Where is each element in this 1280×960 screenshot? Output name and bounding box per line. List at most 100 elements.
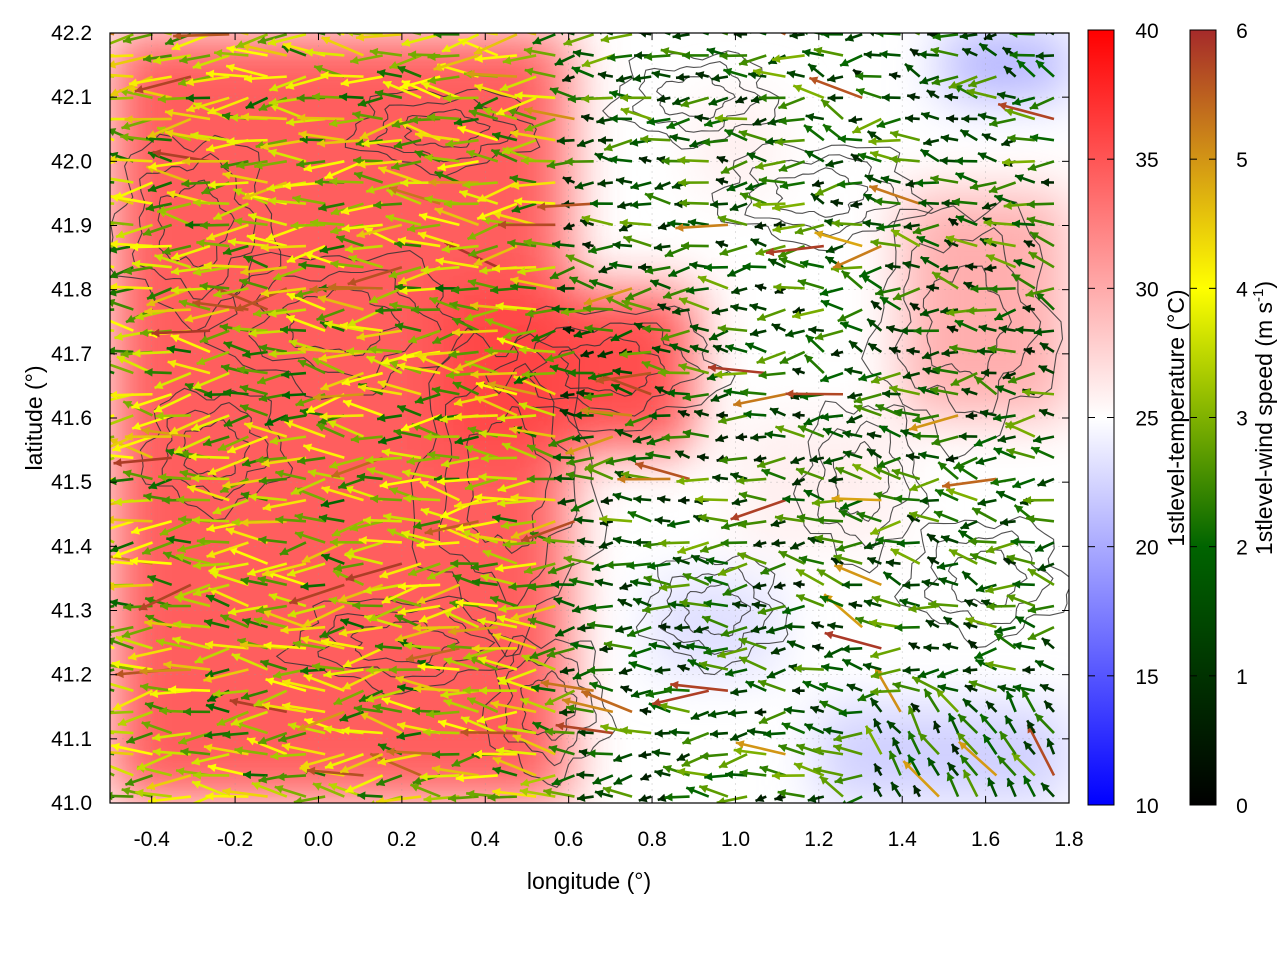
wind-arrow <box>638 794 652 803</box>
wind-arrow <box>668 343 691 354</box>
wind-arrow <box>739 192 767 205</box>
wind-arrow <box>840 269 864 290</box>
wind-arrow <box>110 581 115 587</box>
wind-arrow <box>357 96 384 108</box>
wind-arrow <box>422 727 460 737</box>
wind-arrow <box>242 770 268 780</box>
wind-arrow <box>696 453 709 462</box>
wind-arrow <box>870 687 901 697</box>
wind-arrow <box>819 371 844 383</box>
terrain-contour-line <box>350 620 460 665</box>
wind-arrow <box>470 562 498 571</box>
wind-arrow <box>875 536 901 545</box>
wind-arrow <box>110 221 134 227</box>
wind-arrow <box>320 553 345 565</box>
wind-arrow <box>302 443 345 460</box>
wind-arrow <box>523 562 556 575</box>
wind-arrow <box>299 407 326 417</box>
wind-arrow <box>872 782 883 798</box>
wind-arrow <box>110 298 134 311</box>
wind-arrow <box>906 346 920 356</box>
wind-arrow <box>712 473 729 483</box>
wind-arrow <box>502 329 537 340</box>
wind-arrow <box>155 638 192 650</box>
wind-arrow <box>752 67 786 78</box>
wind-arrow <box>594 578 614 587</box>
wind-arrow <box>846 683 863 692</box>
wind-arrow <box>110 319 134 332</box>
wind-arrow <box>667 266 691 278</box>
wind-arrow <box>113 181 154 200</box>
wind-arrow <box>649 279 671 290</box>
wind-arrow <box>261 456 307 468</box>
wind-arrow <box>672 556 690 565</box>
wind-arrow <box>638 750 652 760</box>
wind-arrow <box>716 647 748 659</box>
wind-arrow <box>738 54 767 67</box>
wind-arrow <box>560 390 575 400</box>
wind-arrow <box>296 710 345 732</box>
wind-arrow <box>803 722 825 735</box>
wind-arrow <box>937 461 959 480</box>
wind-arrow <box>824 630 882 650</box>
wind-arrow <box>912 414 940 424</box>
wind-arrow <box>674 623 690 632</box>
x-tick-label: 1.0 <box>721 828 750 851</box>
wind-arrow <box>487 793 517 802</box>
wind-arrow <box>255 455 287 465</box>
wind-arrow <box>167 359 211 375</box>
wind-arrow <box>807 62 825 78</box>
wind-arrow <box>809 454 825 464</box>
wind-arrow <box>987 777 998 798</box>
wind-arrow <box>838 708 863 718</box>
wind-arrow <box>902 260 921 270</box>
wind-arrow <box>203 261 249 270</box>
wind-arrow <box>170 244 211 261</box>
wind-arrow <box>949 344 978 354</box>
wind-arrow <box>908 477 940 492</box>
wind-arrow <box>361 138 402 148</box>
wind-arrow <box>630 200 652 210</box>
wind-arrow <box>419 480 460 502</box>
wind-arrow <box>641 604 671 614</box>
wind-arrow <box>157 94 191 104</box>
wind-arrow <box>932 33 959 41</box>
wind-arrow <box>510 493 556 502</box>
colorbar-tick-label: 15 <box>1135 666 1158 689</box>
wind-arrow <box>338 625 383 637</box>
wind-arrow <box>240 265 287 276</box>
wind-arrow <box>462 647 499 661</box>
wind-arrow <box>588 681 614 692</box>
wind-arrow <box>730 687 748 697</box>
wind-arrow <box>720 625 748 638</box>
wind-arrow <box>222 171 268 184</box>
wind-arrow <box>726 266 748 278</box>
wind-arrow <box>833 731 863 743</box>
wind-arrow <box>809 705 825 714</box>
wind-arrow <box>110 456 115 461</box>
wind-arrow <box>303 673 345 692</box>
y-tick-label: 42.1 <box>51 86 92 109</box>
wind-arrow <box>982 733 998 755</box>
wind-arrow <box>243 74 287 83</box>
wind-arrow <box>554 625 576 638</box>
wind-arrow <box>455 520 499 533</box>
wind-arrow <box>110 730 134 735</box>
wind-arrow <box>265 223 307 241</box>
wind-arrow <box>124 432 172 442</box>
wind-arrow <box>831 219 863 228</box>
wind-arrow <box>117 710 153 727</box>
wind-arrow <box>173 435 211 455</box>
wind-arrow <box>864 174 882 184</box>
wind-arrow <box>598 540 614 549</box>
wind-arrow <box>523 46 556 57</box>
wind-arrow <box>698 660 729 671</box>
wind-arrow <box>825 159 844 168</box>
wind-arrow <box>639 772 652 781</box>
wind-arrow <box>492 756 537 777</box>
wind-arrow <box>154 253 192 269</box>
wind-arrow <box>598 265 614 274</box>
wind-arrow <box>196 536 230 546</box>
y-axis-ticks: 41.041.141.241.341.441.541.641.741.841.9… <box>51 22 1069 815</box>
wind-arrow <box>658 583 690 592</box>
